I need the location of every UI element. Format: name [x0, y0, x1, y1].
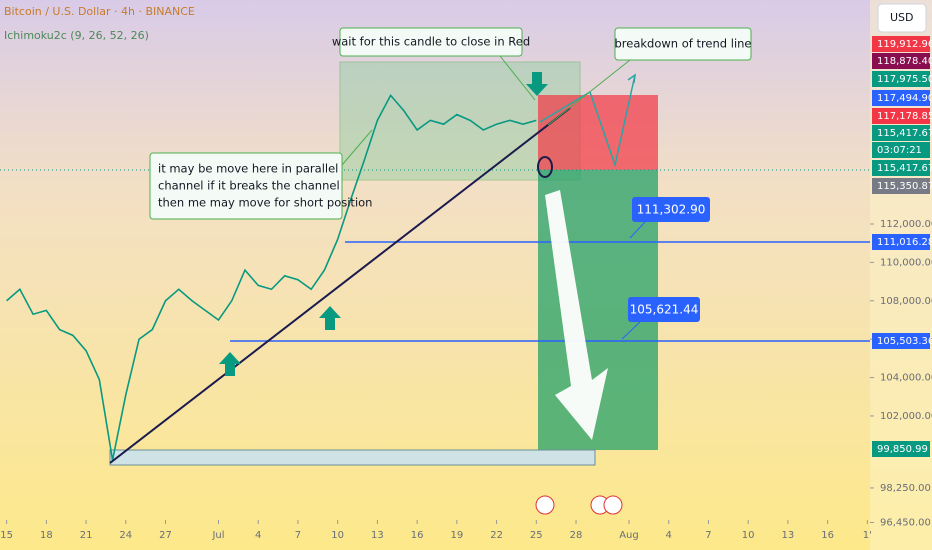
price-label: 105,503.36 [877, 336, 932, 347]
target-label: 111,302.90 [637, 203, 706, 217]
currency-button[interactable] [877, 3, 927, 33]
y-tick-label: 96,450.00 [880, 517, 931, 528]
callout-text: wait for this candle to close in Red [332, 35, 530, 49]
x-tick-label: 4 [666, 530, 672, 541]
target-pointer [629, 221, 646, 239]
trend-line [109, 107, 571, 464]
y-tick-label: 104,000.00 [880, 373, 932, 384]
support-box [109, 449, 596, 466]
target-label-box [632, 197, 710, 222]
x-tick-label: 28 [570, 530, 583, 541]
chart-title: Bitcoin / U.S. Dollar · 4h · BINANCE [4, 5, 195, 18]
callout-box [339, 27, 523, 57]
callout-box [149, 152, 343, 220]
price-label: 119,912.96 [877, 39, 932, 50]
price-label: 111,016.28 [877, 237, 932, 248]
x-tick-label: 15 [0, 530, 13, 541]
price-label-box [872, 90, 930, 106]
x-tick-label: 27 [159, 530, 172, 541]
target-label-box [628, 297, 700, 322]
event-icon [535, 495, 555, 515]
x-tick-label: 18 [40, 530, 53, 541]
x-tick-label: 13 [782, 530, 795, 541]
event-icon [603, 495, 623, 515]
x-tick-label: 4 [255, 530, 261, 541]
x-tick-label: 10 [742, 530, 755, 541]
y-tick-label: 98,250.00 [880, 483, 931, 494]
price-label: 115,417.67 [877, 128, 932, 139]
x-tick-label: 16 [411, 530, 424, 541]
x-tick-label: 16 [821, 530, 834, 541]
price-label: 115,350.87 [877, 181, 932, 192]
price-label: 118,878.40 [877, 56, 932, 67]
x-tick-label: 24 [119, 530, 132, 541]
price-label: 117,975.50 [877, 74, 932, 85]
x-tick-label: 7 [705, 530, 711, 541]
price-line [6, 93, 537, 461]
x-tick-label: 19 [450, 530, 463, 541]
x-tick-label: 7 [295, 530, 301, 541]
y-tick-label: 110,000.00 [880, 257, 932, 268]
callout-text: then me may move for short position [158, 196, 372, 210]
x-tick-label: 21 [80, 530, 93, 541]
price-label-box [872, 71, 930, 87]
stop-zone [538, 95, 658, 170]
price-label-box [872, 178, 930, 194]
callout-pointer [341, 129, 373, 166]
x-tick-label: Jul [211, 530, 224, 541]
callout-text: breakdown of trend line [614, 37, 751, 51]
callout-pointer [499, 55, 536, 101]
price-label: 03:07:21 [877, 145, 922, 156]
y-tick-label: 112,000.00 [880, 219, 932, 230]
x-tick-label: 1' [863, 530, 872, 541]
y-tick-label: 108,000.00 [880, 296, 932, 307]
up-arrow [319, 306, 341, 330]
callout-text: channel if it breaks the channel [158, 179, 340, 193]
target-pointer [621, 321, 641, 340]
price-label-box [872, 333, 930, 349]
target-label: 105,621.44 [630, 303, 699, 317]
x-tick-label: 25 [530, 530, 543, 541]
callout-box [614, 27, 752, 61]
breakdown-circle [537, 156, 553, 178]
plot [6, 93, 537, 461]
price-label-box [872, 234, 930, 250]
price-label-box [872, 125, 930, 141]
price-label: 117,494.90 [877, 93, 932, 104]
price-label: 99,850.99 [877, 444, 928, 455]
price-label-box [872, 108, 930, 124]
currency-label[interactable]: USD [890, 11, 914, 24]
down-signal-arrow [526, 72, 548, 96]
price-label-box [872, 160, 930, 176]
price-label-box [872, 53, 930, 69]
price-label-box [872, 36, 930, 52]
price-label-box [872, 142, 930, 158]
y-tick-label: 102,000.00 [880, 411, 932, 422]
x-tick-label: 22 [490, 530, 503, 541]
x-tick-label: Aug [619, 530, 639, 541]
price-label-box [872, 441, 930, 457]
x-tick-label: 13 [371, 530, 384, 541]
indicator-label: Ichimoku2c (9, 26, 52, 26) [4, 29, 149, 42]
projection-path [539, 74, 636, 168]
callout-text: it may be move here in parallel [158, 162, 338, 176]
callout-pointer [547, 59, 631, 126]
price-label: 115,417.67 [877, 163, 932, 174]
price-label: 117,178.85 [877, 111, 932, 122]
down-arrow [545, 190, 608, 440]
up-arrow [219, 352, 241, 376]
x-tick-label: 10 [331, 530, 344, 541]
arrow-head [627, 73, 636, 84]
